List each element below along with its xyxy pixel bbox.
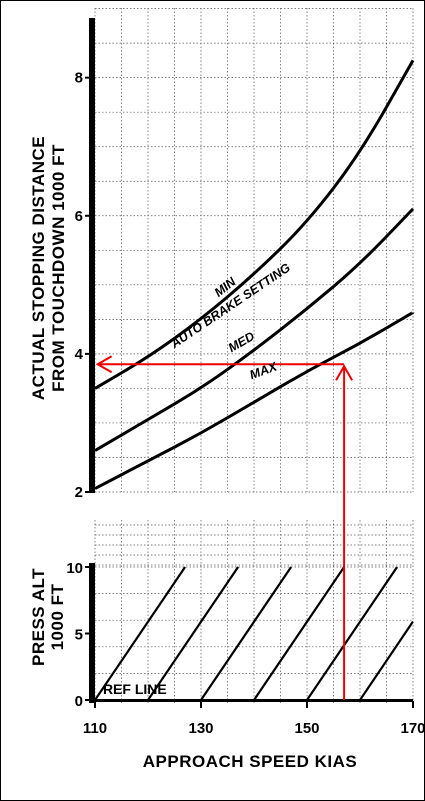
series-label-max: MAX — [248, 359, 280, 382]
bottom-y-axis-title: PRESS ALT — [29, 568, 48, 666]
series-med-line — [94, 207, 415, 452]
x-axis-title: APPROACH SPEED KIAS — [143, 752, 357, 771]
top-y-tick-label: 2 — [75, 484, 83, 501]
guide-line — [306, 566, 399, 701]
bottom-y-tick-label: 0 — [75, 693, 83, 710]
bottom-y-tick-label: 10 — [66, 560, 83, 577]
x-tick-label: 170 — [400, 720, 425, 737]
top-y-tick-label: 4 — [75, 346, 84, 363]
top-y-axis-title-2: FROM TOUCHDOWN 1000 FT — [49, 144, 68, 392]
x-tick-label: 110 — [83, 720, 107, 737]
axes — [85, 18, 414, 708]
top-y-tick-label: 8 — [75, 70, 83, 87]
curve-group-label: AUTO BRAKE SETTING — [167, 260, 293, 351]
example-path — [95, 355, 353, 701]
example-up-arrowhead — [335, 364, 353, 381]
series-max-line — [94, 311, 414, 490]
guide-line — [253, 566, 346, 701]
guide-line — [359, 620, 414, 701]
example-left-arrowhead — [95, 355, 113, 374]
series-min-line — [94, 59, 415, 390]
curves — [94, 59, 415, 490]
guide-line — [147, 566, 240, 701]
bottom-y-tick-label: 5 — [75, 627, 83, 644]
bottom-y-axis-title-2: 1000 FT — [48, 583, 67, 650]
labels: ACTUAL STOPPING DISTANCE FROM TOUCHDOWN … — [29, 70, 425, 771]
x-tick-label: 150 — [294, 720, 319, 737]
guide-line — [94, 566, 187, 701]
x-tick-label: 130 — [188, 720, 213, 737]
top-y-axis-title: ACTUAL STOPPING DISTANCE — [29, 136, 48, 400]
top-y-tick-label: 6 — [75, 208, 83, 225]
guide-line — [200, 566, 293, 701]
ref-line-label: REF LINE — [103, 681, 167, 697]
grid — [94, 8, 414, 703]
